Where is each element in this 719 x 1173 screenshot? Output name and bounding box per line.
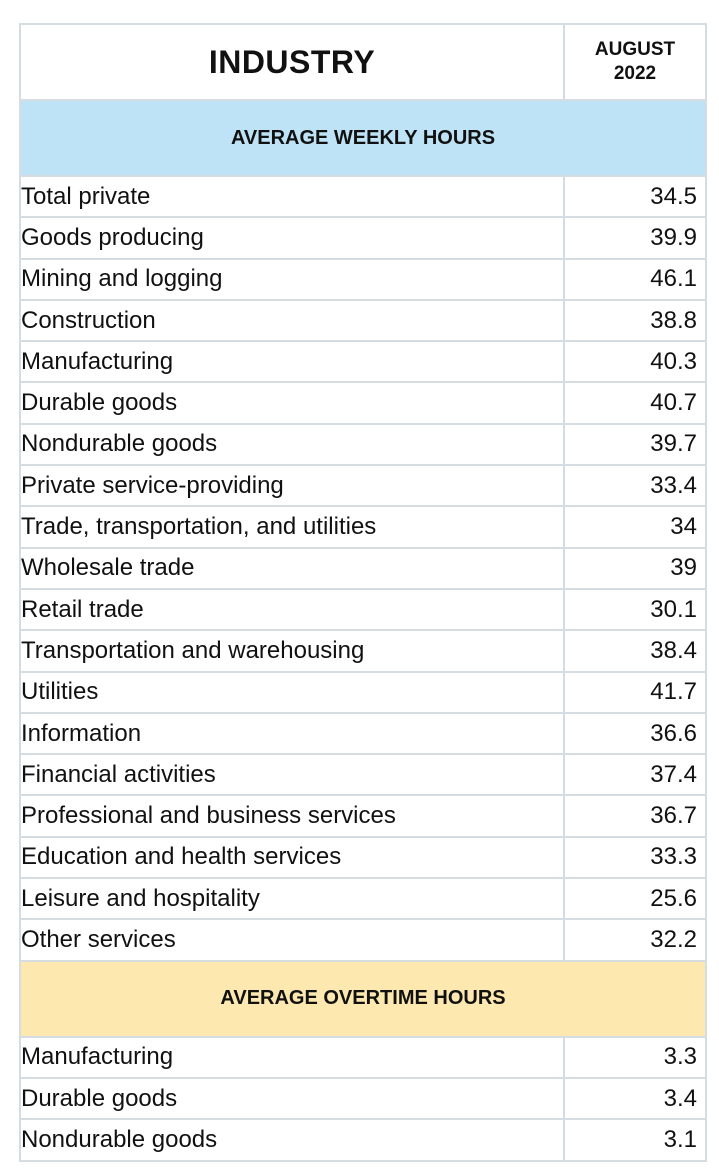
table-row: Nondurable goods 39.7 (19, 422, 707, 467)
table-row: Retail trade 30.1 (19, 587, 707, 632)
row-value: 3.3 (563, 1035, 707, 1079)
table-row: Mining and logging 46.1 (19, 257, 707, 301)
row-label: Total private (19, 174, 565, 219)
row-value: 46.1 (563, 257, 707, 301)
row-label: Nondurable goods (19, 1118, 565, 1162)
row-label: Nondurable goods (19, 422, 565, 467)
row-value: 38.4 (563, 629, 707, 673)
row-label: Construction (19, 298, 565, 343)
table-row: Construction 38.8 (19, 298, 707, 343)
row-value: 36.7 (563, 794, 707, 838)
row-value: 34.5 (563, 174, 707, 219)
row-value: 25.6 (563, 877, 707, 921)
row-label: Education and health services (19, 835, 565, 880)
month-label: AUGUST (594, 39, 676, 60)
row-label: Private service-providing (19, 464, 565, 508)
row-value: 39.9 (563, 216, 707, 260)
row-label: Goods producing (19, 216, 565, 260)
month-column-header: AUGUST 2022 (563, 23, 707, 101)
table-row: Education and health services 33.3 (19, 835, 707, 880)
row-label: Mining and logging (19, 257, 565, 301)
table-row: Information 36.6 (19, 711, 707, 756)
row-label: Professional and business services (19, 794, 565, 838)
table-row: Other services 32.2 (19, 918, 707, 962)
row-value: 3.1 (563, 1118, 707, 1162)
row-label: Leisure and hospitality (19, 877, 565, 921)
row-label: Utilities (19, 670, 565, 714)
table-row: Wholesale trade 39 (19, 546, 707, 590)
row-label: Manufacturing (19, 1035, 565, 1079)
row-label: Manufacturing (19, 340, 565, 384)
table-row: Goods producing 39.9 (19, 216, 707, 260)
industry-column-header: INDUSTRY (19, 23, 565, 101)
table-row: Manufacturing 40.3 (19, 340, 707, 384)
section-title-weekly: AVERAGE WEEKLY HOURS (19, 99, 707, 177)
row-label: Durable goods (19, 381, 565, 425)
row-value: 40.3 (563, 340, 707, 384)
row-value: 3.4 (563, 1076, 707, 1121)
row-label: Trade, transportation, and utilities (19, 505, 565, 549)
table-row: Utilities 41.7 (19, 670, 707, 714)
table-row: Private service-providing 33.4 (19, 464, 707, 508)
row-value: 39 (563, 546, 707, 590)
table-row: Durable goods 40.7 (19, 381, 707, 425)
year-label: 2022 (613, 63, 657, 84)
row-label: Information (19, 711, 565, 756)
row-value: 39.7 (563, 422, 707, 467)
section-overtime-hours: AVERAGE OVERTIME HOURS (19, 959, 707, 1038)
header-row: INDUSTRY AUGUST 2022 (19, 23, 707, 101)
table-row: Financial activities 37.4 (19, 753, 707, 797)
row-label: Other services (19, 918, 565, 962)
row-value: 33.4 (563, 464, 707, 508)
table-row: Trade, transportation, and utilities 34 (19, 505, 707, 549)
row-value: 38.8 (563, 298, 707, 343)
row-label: Durable goods (19, 1076, 565, 1121)
table-row: Leisure and hospitality 25.6 (19, 877, 707, 921)
row-value: 37.4 (563, 753, 707, 797)
hours-table: INDUSTRY AUGUST 2022 AVERAGE WEEKLY HOUR… (19, 23, 707, 1162)
row-value: 40.7 (563, 381, 707, 425)
table-row: Professional and business services 36.7 (19, 794, 707, 838)
row-value: 34 (563, 505, 707, 549)
row-label: Transportation and warehousing (19, 629, 565, 673)
row-value: 30.1 (563, 587, 707, 632)
table-row: Manufacturing 3.3 (19, 1035, 707, 1079)
section-weekly-hours: AVERAGE WEEKLY HOURS (19, 99, 707, 177)
row-value: 32.2 (563, 918, 707, 962)
row-value: 33.3 (563, 835, 707, 880)
table-row: Total private 34.5 (19, 174, 707, 219)
table-row: Nondurable goods 3.1 (19, 1118, 707, 1162)
row-value: 41.7 (563, 670, 707, 714)
row-label: Retail trade (19, 587, 565, 632)
table-row: Transportation and warehousing 38.4 (19, 629, 707, 673)
row-label: Wholesale trade (19, 546, 565, 590)
row-value: 36.6 (563, 711, 707, 756)
section-title-overtime: AVERAGE OVERTIME HOURS (19, 959, 707, 1038)
table-row: Durable goods 3.4 (19, 1076, 707, 1121)
row-label: Financial activities (19, 753, 565, 797)
